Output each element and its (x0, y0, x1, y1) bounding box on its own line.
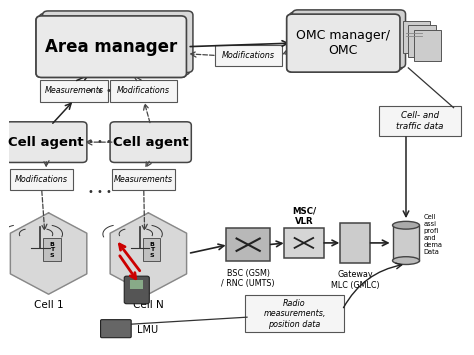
Text: Radio
measurements,
position data: Radio measurements, position data (264, 299, 326, 328)
FancyBboxPatch shape (414, 30, 441, 61)
Text: Cell agent: Cell agent (113, 136, 189, 149)
Text: • • •: • • • (88, 187, 111, 197)
Text: Area manager: Area manager (45, 38, 177, 56)
Text: Modifications: Modifications (117, 86, 170, 95)
FancyBboxPatch shape (130, 280, 143, 289)
FancyBboxPatch shape (100, 320, 131, 338)
Text: • • •: • • • (88, 86, 111, 96)
Text: Cell agent: Cell agent (9, 136, 84, 149)
Text: Cell- and
traffic data: Cell- and traffic data (396, 111, 444, 131)
FancyBboxPatch shape (6, 122, 87, 163)
FancyBboxPatch shape (245, 295, 345, 332)
Text: Gateway
MLC (GMLC): Gateway MLC (GMLC) (331, 270, 379, 290)
Text: Modifications: Modifications (222, 51, 274, 60)
FancyBboxPatch shape (39, 13, 190, 75)
Text: Measurements: Measurements (45, 86, 104, 95)
FancyBboxPatch shape (124, 276, 149, 304)
Text: Cell N: Cell N (133, 300, 164, 310)
Text: BSC (GSM)
/ RNC (UMTS): BSC (GSM) / RNC (UMTS) (221, 268, 275, 288)
Text: LMU: LMU (137, 324, 158, 334)
Text: B
T
S: B T S (49, 242, 54, 258)
FancyBboxPatch shape (112, 169, 175, 190)
FancyBboxPatch shape (43, 239, 61, 262)
FancyBboxPatch shape (287, 14, 400, 72)
Text: Modifications: Modifications (15, 175, 68, 184)
Text: Cell 1: Cell 1 (34, 300, 64, 310)
Polygon shape (110, 213, 187, 294)
FancyBboxPatch shape (284, 228, 324, 258)
FancyBboxPatch shape (379, 106, 461, 136)
Text: • • •: • • • (88, 137, 111, 147)
Ellipse shape (392, 222, 419, 229)
FancyBboxPatch shape (226, 228, 270, 262)
FancyBboxPatch shape (408, 26, 436, 57)
FancyBboxPatch shape (43, 11, 193, 72)
Text: B
T
S: B T S (149, 242, 154, 258)
FancyBboxPatch shape (143, 239, 160, 262)
FancyBboxPatch shape (110, 80, 177, 102)
FancyBboxPatch shape (40, 80, 108, 102)
FancyBboxPatch shape (403, 21, 430, 53)
FancyBboxPatch shape (36, 16, 186, 77)
FancyBboxPatch shape (36, 16, 186, 77)
Text: Cell
assi
profi
and
dema
Data: Cell assi profi and dema Data (423, 214, 442, 255)
FancyBboxPatch shape (392, 225, 419, 261)
FancyBboxPatch shape (290, 12, 403, 70)
FancyBboxPatch shape (110, 122, 191, 163)
FancyBboxPatch shape (292, 10, 406, 68)
FancyBboxPatch shape (287, 14, 400, 72)
Ellipse shape (392, 257, 419, 264)
FancyBboxPatch shape (340, 223, 370, 263)
Polygon shape (10, 213, 87, 294)
Text: Measurements: Measurements (114, 175, 173, 184)
FancyBboxPatch shape (10, 169, 73, 190)
FancyBboxPatch shape (215, 45, 282, 66)
Text: OMC manager/
OMC: OMC manager/ OMC (296, 29, 390, 57)
Text: MSC/
VLR: MSC/ VLR (292, 207, 316, 226)
